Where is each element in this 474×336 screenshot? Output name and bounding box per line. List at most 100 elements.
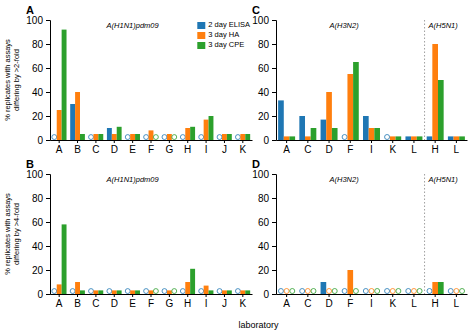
- x-tick-mark: [59, 140, 60, 143]
- bar: [117, 127, 122, 140]
- x-tick: K: [389, 140, 396, 155]
- y-tick-label: 80: [32, 39, 44, 50]
- zero-marker: [427, 289, 432, 294]
- x-tick-label: L: [411, 298, 417, 309]
- x-axis: ACDFIKLHL: [277, 294, 468, 309]
- zero-marker: [290, 289, 295, 294]
- panel: 020406080100ACDFIKLHLA(H3N2)A(H5N1)C: [252, 4, 468, 155]
- zero-marker: [369, 289, 374, 294]
- x-tick-label: F: [148, 144, 154, 155]
- x-tick: F: [148, 140, 154, 155]
- y-tick: 100: [252, 15, 276, 26]
- figure: 020406080100ABCDEFGHIJKA(H1N1)pdm09A% re…: [0, 0, 474, 336]
- x-tick: B: [74, 294, 81, 309]
- bar: [75, 282, 80, 294]
- y-tick-label: 40: [258, 241, 270, 252]
- bar: [405, 136, 411, 140]
- y-tick-label: 20: [32, 265, 44, 276]
- y-tick-label: 0: [37, 289, 43, 300]
- zero-marker: [342, 135, 347, 140]
- x-tick-label: L: [454, 144, 460, 155]
- x-tick-label: E: [129, 144, 136, 155]
- zero-marker: [454, 289, 459, 294]
- x-tick-mark: [307, 294, 308, 297]
- x-tick-label: F: [148, 298, 154, 309]
- y-tick-mark: [46, 68, 50, 69]
- y-axis: 020406080100: [252, 15, 276, 146]
- bar: [438, 80, 444, 140]
- zero-marker: [180, 135, 185, 140]
- x-tick-label: K: [389, 144, 396, 155]
- y-axis-line: [46, 175, 51, 295]
- bar: [321, 282, 327, 294]
- y-axis-title: % replicates with assaysdiffering by >4-…: [3, 193, 21, 275]
- x-tick-mark: [413, 140, 414, 143]
- x-tick: H: [432, 294, 439, 309]
- y-tick-mark: [46, 92, 50, 93]
- series: [52, 104, 241, 140]
- y-tick-mark: [272, 246, 276, 247]
- bar: [98, 134, 103, 140]
- x-tick: E: [129, 140, 136, 155]
- bar: [204, 120, 209, 140]
- x-tick-label: I: [370, 298, 373, 309]
- y-tick-mark: [46, 294, 50, 295]
- group-separator: [424, 174, 425, 294]
- x-tick-label: F: [347, 298, 353, 309]
- zero-marker: [406, 289, 411, 294]
- y-tick-label: 100: [252, 15, 269, 26]
- x-tick-label: L: [454, 298, 460, 309]
- x-tick: D: [325, 140, 332, 155]
- bar: [289, 136, 295, 140]
- x-tick-label: C: [92, 298, 99, 309]
- y-axis: 020406080100: [26, 169, 50, 300]
- x-tick-label: D: [111, 298, 118, 309]
- x-tick-label: I: [370, 144, 373, 155]
- bar: [363, 116, 369, 140]
- bar: [284, 136, 290, 140]
- y-tick: 40: [32, 241, 50, 252]
- x-tick-mark: [286, 294, 287, 297]
- bar: [347, 270, 353, 294]
- zero-marker: [411, 289, 416, 294]
- x-tick-label: K: [389, 298, 396, 309]
- bar: [332, 128, 338, 140]
- y-tick-label: 40: [32, 87, 44, 98]
- zero-marker: [172, 289, 177, 294]
- zero-marker: [385, 289, 390, 294]
- x-tick-mark: [392, 294, 393, 297]
- zero-marker: [327, 289, 332, 294]
- bar: [432, 44, 438, 140]
- y-tick-mark: [272, 294, 276, 295]
- y-axis-title-line: % replicates with assays: [3, 193, 12, 275]
- series: [62, 30, 251, 140]
- y-axis-title-line: differing by >4-fold: [12, 203, 21, 265]
- y-tick: 0: [37, 289, 50, 300]
- x-tick-label: F: [347, 144, 353, 155]
- bar: [167, 134, 172, 140]
- zero-marker: [311, 289, 316, 294]
- x-tick-label: L: [411, 144, 417, 155]
- annotation: A(H1N1)pdm09: [106, 21, 160, 30]
- x-tick-mark: [242, 294, 243, 297]
- series: [290, 282, 465, 294]
- x-axis: ABCDEFGHIJK: [51, 140, 253, 155]
- zero-marker: [144, 135, 149, 140]
- legend-item: 3 day HA: [197, 30, 239, 39]
- x-tick: C: [304, 294, 311, 309]
- bar: [204, 286, 209, 294]
- legend-label: 3 day HA: [208, 30, 239, 39]
- x-axis: ABCDEFGHIJK: [51, 294, 253, 309]
- y-tick: 100: [26, 15, 50, 26]
- bar: [311, 128, 317, 140]
- bar: [130, 290, 135, 294]
- bar: [411, 136, 417, 140]
- y-tick-mark: [272, 44, 276, 45]
- y-tick: 40: [32, 87, 50, 98]
- bar: [209, 290, 214, 294]
- zero-marker: [278, 289, 283, 294]
- y-tick-label: 60: [32, 63, 44, 74]
- x-tick: F: [347, 294, 353, 309]
- bar: [448, 136, 454, 140]
- zero-marker: [217, 289, 222, 294]
